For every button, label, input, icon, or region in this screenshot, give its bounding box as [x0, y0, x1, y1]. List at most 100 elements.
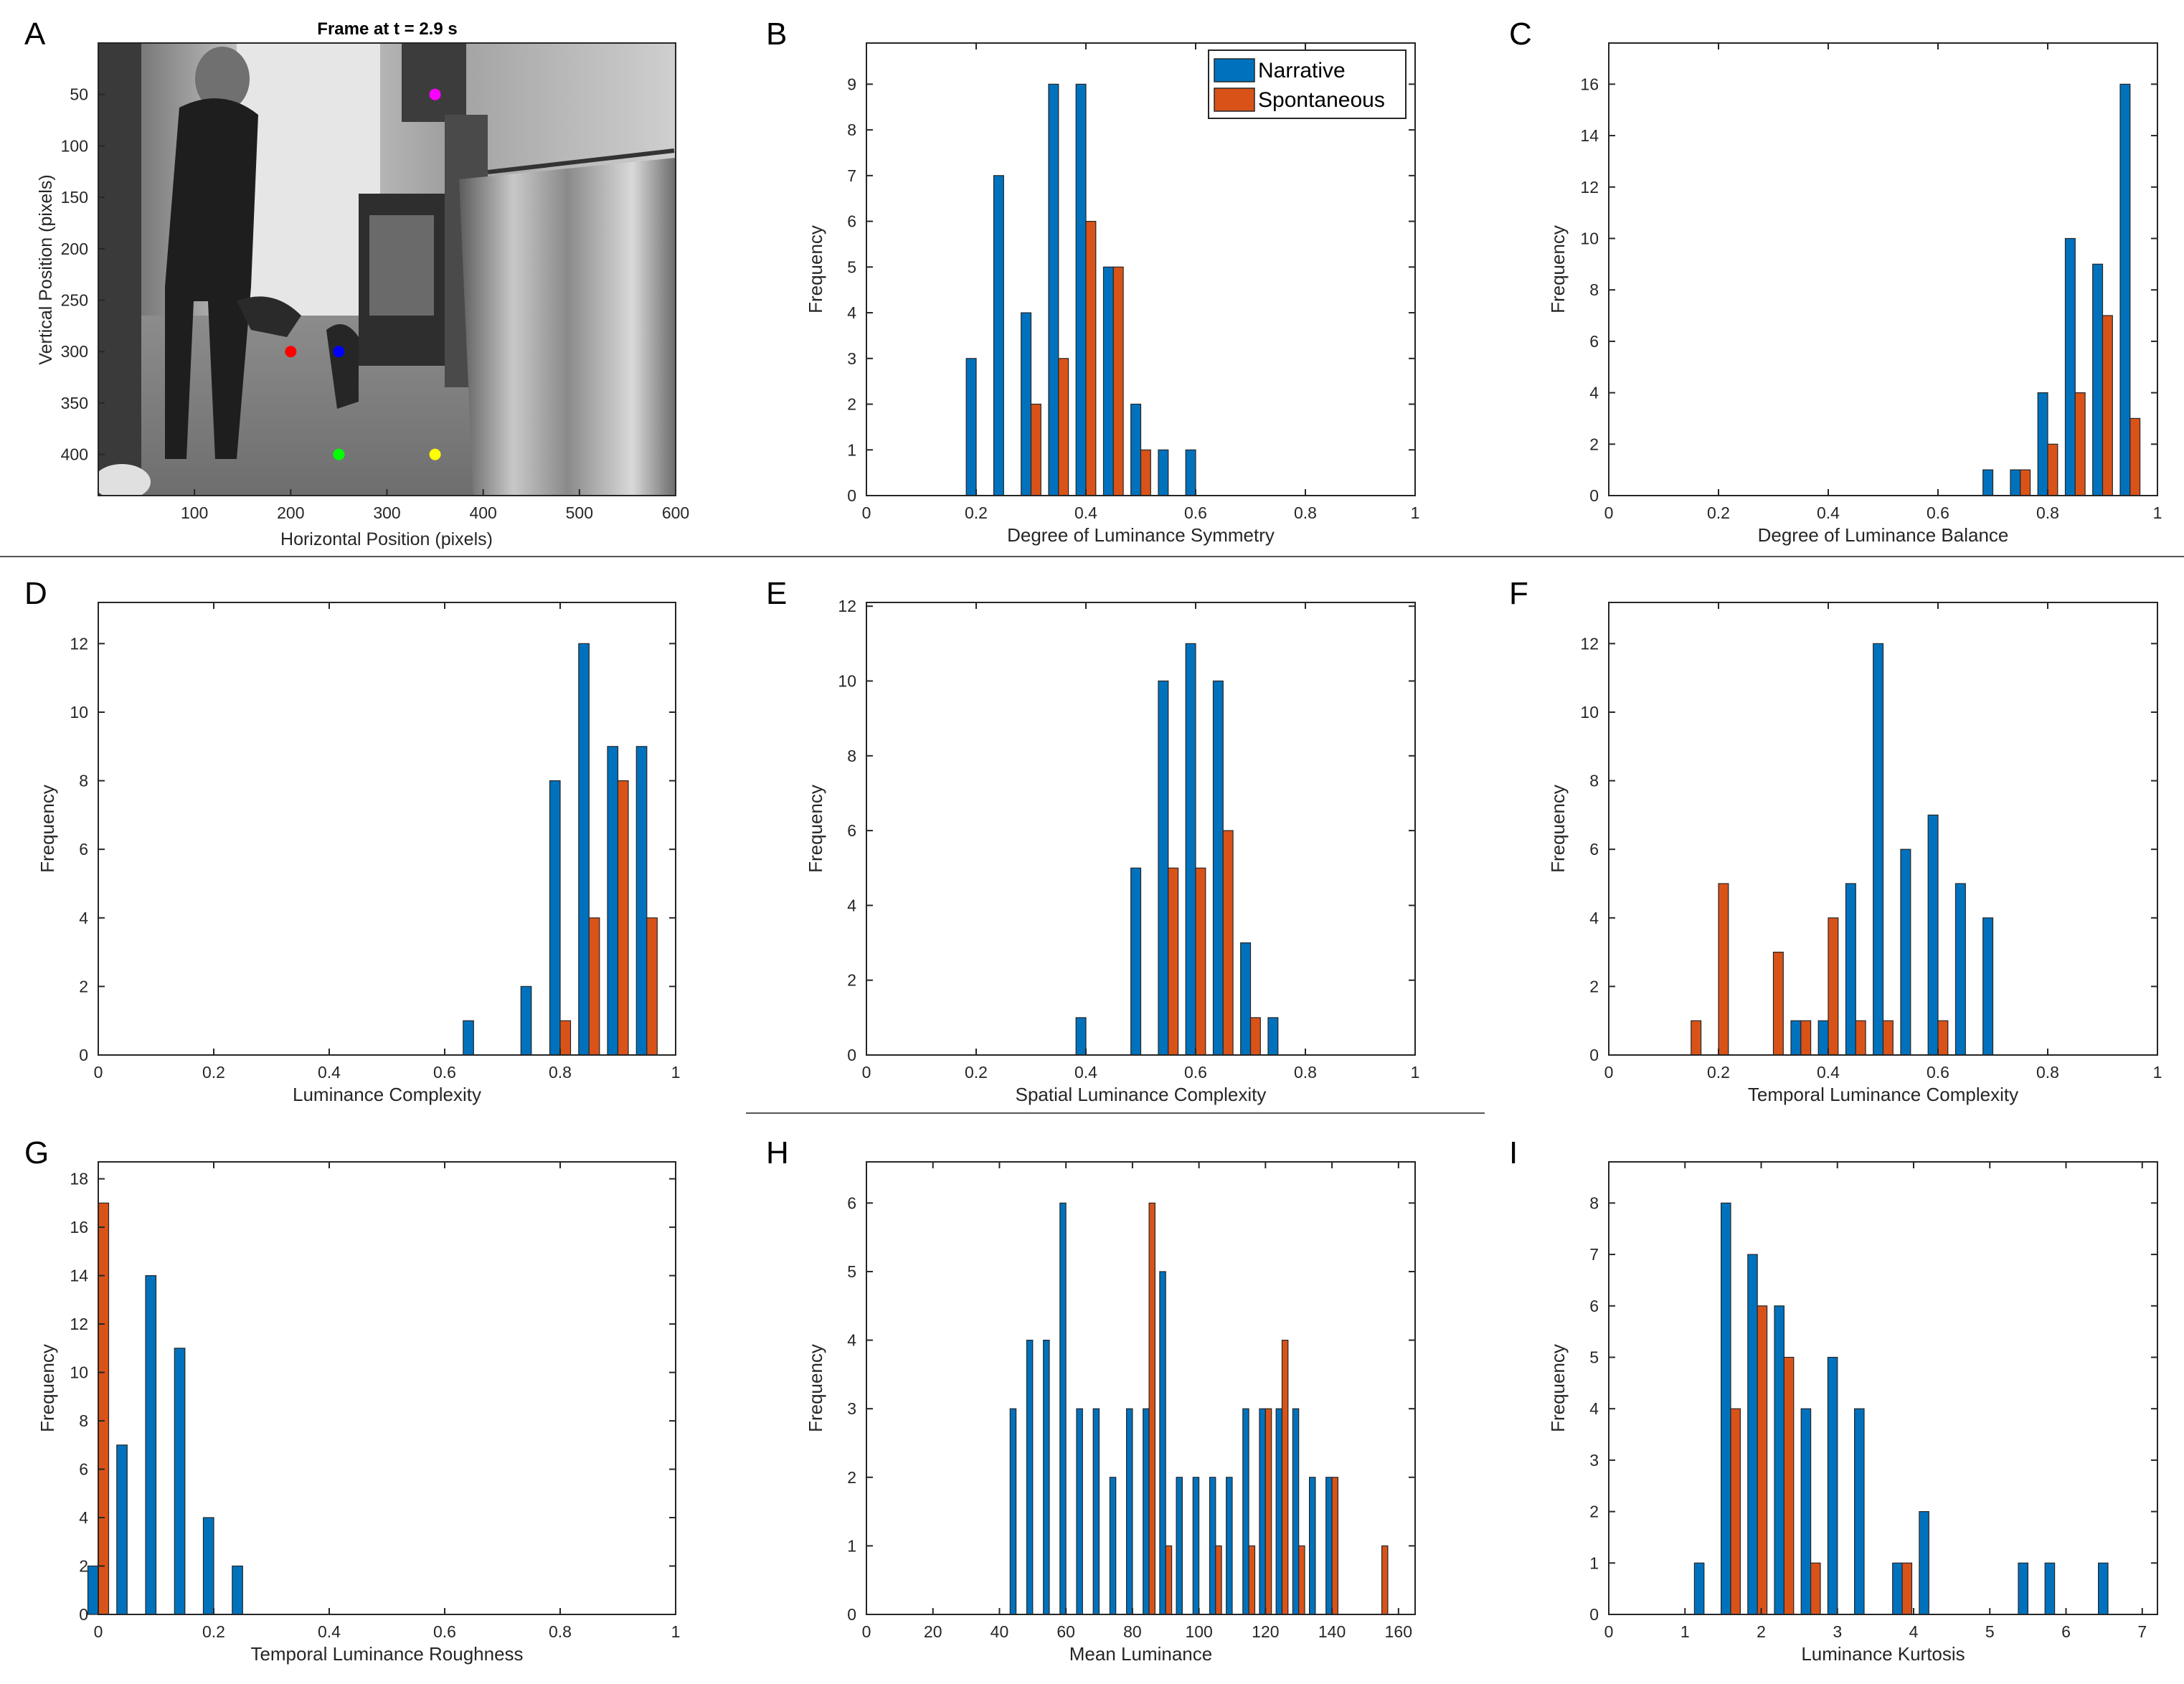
bar-i-narrative-3	[1774, 1305, 1784, 1615]
bar-h-spontaneous-0	[1148, 1202, 1155, 1615]
x-tick-label-h-6: 120	[1252, 1622, 1279, 1641]
x-tick-label-b-0: 0	[862, 503, 871, 522]
image-y-label: Vertical Position (pixels)	[36, 174, 56, 364]
marker-green	[333, 448, 345, 460]
bar-h-narrative-4	[1076, 1408, 1083, 1615]
bar-h-spontaneous-3	[1248, 1545, 1256, 1615]
bar-d-narrative-5	[635, 746, 648, 1056]
axes-box-b	[866, 42, 1416, 496]
y-tick-label-g-3: 6	[79, 1460, 88, 1479]
bar-c-narrative-4	[2092, 263, 2104, 496]
x-tick-label-e-1: 0.2	[965, 1063, 988, 1082]
bar-e-narrative-4	[1212, 680, 1224, 1056]
bar-h-spontaneous-7	[1331, 1477, 1338, 1615]
x-tick-label-g-0: 0	[94, 1622, 103, 1641]
image-y-tick-label-0: 50	[70, 85, 88, 104]
y-axis-label-c: Frequency	[1547, 225, 1569, 313]
image-y-tick-label-6: 350	[61, 394, 88, 412]
panel-letter-b: B	[766, 16, 787, 52]
x-tick-label-d-1: 0.2	[202, 1063, 225, 1082]
legend: Narrative Spontaneous	[1208, 49, 1407, 119]
y-tick-label-b-2: 2	[847, 395, 856, 414]
y-tick-label-b-9: 9	[847, 75, 856, 93]
x-tick-label-i-0: 0	[1604, 1622, 1614, 1641]
y-tick-label-i-1: 1	[1589, 1553, 1599, 1572]
legend-label-spontaneous: Spontaneous	[1258, 88, 1385, 112]
bar-b-spontaneous-0	[1030, 403, 1041, 496]
y-tick-label-f-5: 10	[1580, 703, 1599, 722]
bar-f-narrative-0	[1790, 1020, 1802, 1056]
y-tick-label-h-6: 6	[847, 1193, 856, 1212]
bar-i-narrative-9	[2018, 1562, 2028, 1615]
y-tick-label-e-0: 0	[847, 1046, 856, 1064]
x-tick-label-c-2: 0.4	[1817, 503, 1840, 522]
y-tick-label-i-3: 3	[1589, 1451, 1599, 1470]
y-tick-label-i-8: 8	[1589, 1193, 1599, 1212]
y-tick-label-c-2: 4	[1589, 384, 1599, 402]
x-tick-label-f-1: 0.2	[1707, 1063, 1730, 1082]
x-tick-label-b-2: 0.4	[1074, 503, 1097, 522]
panel-letter-h: H	[766, 1135, 789, 1170]
bar-b-narrative-2	[1021, 312, 1032, 496]
bar-f-spontaneous-0	[1691, 1020, 1702, 1056]
bar-h-spontaneous-2	[1215, 1545, 1222, 1615]
panel-g-histogram: G 0 0.2 0.4 0.6 0.8 1024681012141618Temporal …	[24, 1135, 680, 1665]
bar-b-spontaneous-4	[1140, 449, 1151, 496]
y-tick-label-g-9: 18	[70, 1170, 88, 1188]
bar-c-narrative-3	[2064, 237, 2076, 496]
image-x-label: Horizontal Position (pixels)	[280, 529, 493, 549]
x-tick-label-e-4: 0.8	[1294, 1063, 1317, 1082]
y-tick-label-b-7: 7	[847, 166, 856, 185]
bar-i-narrative-2	[1747, 1254, 1758, 1615]
bar-e-spontaneous-2	[1222, 830, 1234, 1056]
x-tick-label-b-3: 0.6	[1184, 503, 1207, 522]
y-tick-label-e-5: 10	[838, 672, 856, 691]
bar-h-spontaneous-5	[1281, 1339, 1289, 1615]
bar-i-spontaneous-4	[1901, 1562, 1913, 1615]
y-tick-label-g-4: 8	[79, 1411, 88, 1430]
y-tick-label-d-3: 6	[79, 840, 88, 858]
bar-e-narrative-6	[1267, 1017, 1279, 1056]
y-tick-label-h-3: 3	[847, 1399, 856, 1418]
y-tick-label-c-1: 2	[1589, 435, 1599, 453]
bar-d-spontaneous-3	[646, 917, 658, 1056]
x-tick-label-h-1: 20	[924, 1622, 942, 1641]
bar-h-narrative-17	[1292, 1408, 1300, 1615]
bar-g-narrative-2	[145, 1274, 157, 1615]
image-x-tick-label-3: 400	[469, 503, 496, 522]
bar-f-spontaneous-7	[1937, 1020, 1949, 1056]
y-tick-label-c-4: 8	[1589, 280, 1599, 299]
x-tick-label-c-1: 0.2	[1707, 503, 1730, 522]
bar-d-spontaneous-0	[559, 1020, 572, 1056]
bar-h-narrative-13	[1226, 1477, 1233, 1615]
bar-e-narrative-5	[1240, 942, 1252, 1056]
y-tick-label-g-1: 2	[79, 1557, 88, 1576]
image-x-tick-label-5: 600	[662, 503, 689, 522]
bar-g-narrative-5	[232, 1565, 243, 1615]
y-tick-label-c-3: 6	[1589, 332, 1599, 351]
y-tick-label-d-0: 0	[79, 1046, 88, 1064]
image-x-tick-label-1: 200	[277, 503, 304, 522]
x-tick-label-d-3: 0.6	[433, 1063, 456, 1082]
x-tick-label-f-0: 0	[1604, 1063, 1614, 1082]
panel-letter-c: C	[1509, 16, 1532, 52]
x-tick-label-i-1: 1	[1680, 1622, 1690, 1641]
x-tick-label-i-7: 7	[2137, 1622, 2147, 1641]
bar-e-spontaneous-1	[1195, 867, 1206, 1056]
bar-f-narrative-6	[1954, 883, 1966, 1056]
legend-swatch-spontaneous	[1214, 87, 1255, 112]
bar-i-narrative-11	[2098, 1562, 2109, 1615]
bar-d-spontaneous-1	[588, 917, 600, 1056]
bar-d-spontaneous-2	[617, 780, 629, 1056]
x-tick-label-f-3: 0.6	[1927, 1063, 1949, 1082]
y-tick-label-g-6: 12	[70, 1315, 88, 1333]
x-tick-label-g-3: 0.6	[433, 1622, 456, 1641]
bar-h-narrative-11	[1192, 1477, 1200, 1615]
bar-h-narrative-1	[1026, 1339, 1034, 1615]
bar-b-narrative-5	[1102, 266, 1114, 496]
x-tick-label-f-2: 0.4	[1817, 1063, 1840, 1082]
bar-c-narrative-0	[1982, 469, 1994, 496]
bar-i-narrative-1	[1721, 1202, 1731, 1615]
bar-b-narrative-7	[1158, 449, 1169, 496]
